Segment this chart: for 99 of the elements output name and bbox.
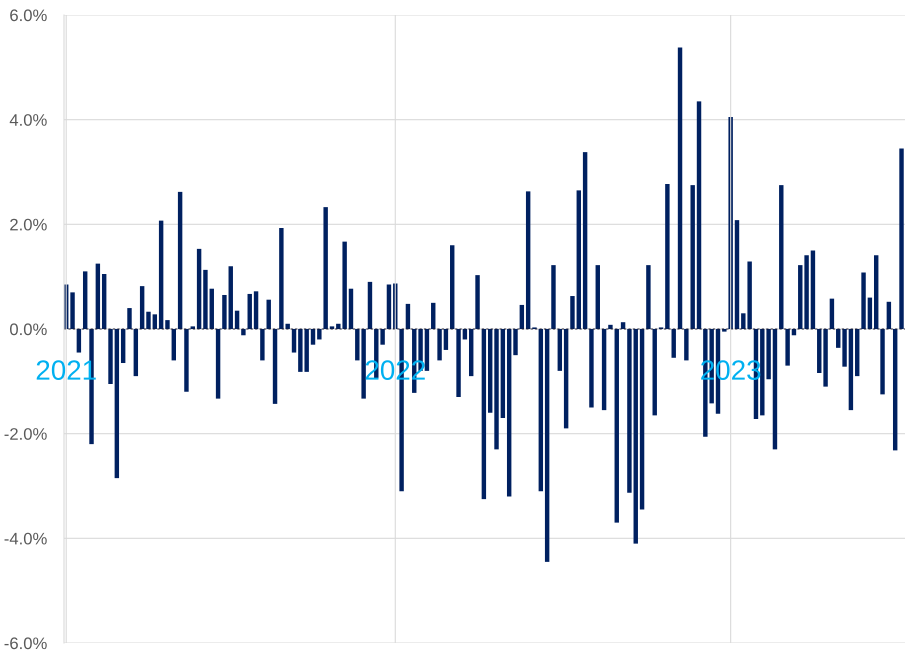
- bar: [298, 329, 303, 372]
- bar: [114, 329, 120, 478]
- bar: [576, 190, 582, 329]
- bar: [798, 265, 802, 329]
- bar: [336, 324, 341, 329]
- bar: [582, 152, 588, 329]
- bar: [108, 329, 113, 384]
- bar: [96, 264, 100, 329]
- bar: [747, 261, 752, 329]
- bar: [241, 329, 246, 336]
- bar: [361, 329, 366, 399]
- y-tick-label: -4.0%: [4, 532, 47, 545]
- bar: [614, 329, 619, 523]
- bar: [450, 245, 454, 329]
- bar: [570, 296, 575, 329]
- bar: [538, 329, 544, 492]
- bar: [216, 329, 220, 399]
- bar: [500, 329, 506, 418]
- bar: [323, 207, 328, 329]
- y-tick-label: -6.0%: [4, 637, 47, 650]
- bar: [779, 185, 784, 329]
- bar: [734, 220, 740, 329]
- bar: [342, 242, 347, 329]
- bar: [210, 288, 214, 329]
- bar: [70, 292, 75, 329]
- bar: [526, 191, 530, 329]
- bar: [690, 185, 695, 329]
- bar: [348, 288, 354, 329]
- bar: [596, 265, 600, 329]
- bar: [488, 329, 492, 413]
- bar: [285, 324, 290, 329]
- bar: [317, 329, 322, 340]
- bar: [830, 298, 834, 329]
- bar: [482, 329, 486, 500]
- bar: [551, 265, 556, 329]
- bar: [886, 302, 892, 329]
- bar: [140, 286, 144, 329]
- bar: [817, 329, 822, 373]
- bar: [696, 101, 702, 329]
- bar: [368, 282, 372, 329]
- bar: [406, 304, 410, 329]
- bar: [279, 228, 284, 329]
- bar: [228, 266, 233, 329]
- bar: [431, 302, 436, 329]
- bar: [874, 255, 878, 329]
- bar: [836, 329, 840, 348]
- bar: [741, 313, 746, 329]
- bar: [646, 265, 651, 329]
- bar: [823, 329, 828, 387]
- bar: [146, 312, 151, 329]
- y-tick-label: -2.0%: [4, 428, 47, 440]
- bar: [506, 329, 512, 496]
- y-tick-label: 6.0%: [10, 9, 47, 22]
- bar: [760, 329, 765, 416]
- bar: [468, 329, 474, 376]
- bar: [234, 310, 240, 329]
- bar: [475, 275, 480, 329]
- bar: [684, 329, 689, 360]
- bar: [620, 322, 626, 329]
- bar: [899, 148, 904, 329]
- bar: [558, 329, 562, 371]
- bar: [260, 329, 265, 360]
- bar: [266, 300, 271, 329]
- bar: [892, 329, 898, 450]
- bar: [254, 291, 258, 329]
- y-tick-label: 0.0%: [10, 323, 47, 336]
- bar: [184, 329, 189, 392]
- bar: [172, 329, 176, 360]
- bar: [380, 329, 385, 345]
- bar: [627, 329, 632, 493]
- bar: [386, 284, 392, 329]
- bar: [520, 304, 524, 329]
- bar: [589, 329, 594, 408]
- bar: [544, 329, 550, 562]
- bar: [608, 324, 613, 329]
- bar: [102, 274, 106, 329]
- bar: [120, 329, 126, 364]
- bar: [494, 329, 499, 450]
- bar: [880, 329, 885, 394]
- bar: [678, 47, 682, 329]
- bar: [634, 329, 638, 544]
- bar: [178, 192, 182, 329]
- bar: [855, 329, 860, 376]
- bar: [152, 314, 158, 329]
- y-tick-label: 4.0%: [10, 114, 47, 126]
- bar: [355, 329, 360, 360]
- bar: [272, 329, 278, 404]
- bar: [222, 294, 227, 329]
- bar: [248, 294, 252, 329]
- bar: [304, 329, 309, 372]
- bar: [652, 329, 657, 416]
- bar: [640, 329, 644, 510]
- y-tick-label: 2.0%: [10, 218, 47, 231]
- bar: [564, 329, 568, 428]
- bar: [134, 329, 138, 376]
- bar: [671, 329, 676, 358]
- bar: [82, 271, 88, 329]
- bar: [602, 329, 606, 410]
- bar: [76, 329, 82, 353]
